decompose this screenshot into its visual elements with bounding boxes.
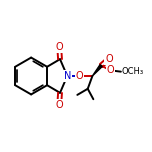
Text: OCH₃: OCH₃ [122,67,144,76]
Text: O: O [55,100,63,110]
Text: O: O [105,54,113,64]
Text: O: O [55,42,63,52]
Text: O: O [75,71,83,81]
Text: N: N [64,71,71,81]
Polygon shape [92,65,102,76]
Text: O: O [107,65,114,75]
